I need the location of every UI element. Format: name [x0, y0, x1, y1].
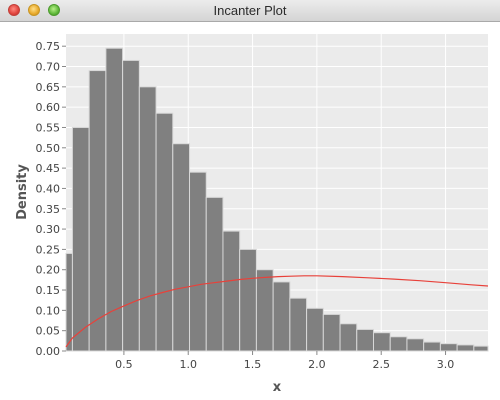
chart-area: 0.00 0.05 0.10 0.15 0.20 0.25 0.30 0.35 0.40 0.45… — [0, 22, 500, 400]
y-tick-label: 0.65 — [36, 81, 61, 94]
x-tick-label: 1.5 — [244, 358, 262, 371]
histogram-bar — [255, 269, 274, 352]
y-tick-label: 0.30 — [36, 223, 61, 236]
y-tick-label: 0.75 — [36, 40, 61, 53]
minimize-window-icon[interactable] — [28, 4, 40, 16]
maximize-window-icon[interactable] — [48, 4, 60, 16]
histogram-bar — [155, 112, 174, 352]
histogram-bar — [189, 171, 207, 352]
y-tick-label: 0.45 — [36, 162, 61, 175]
x-tick-label: 0.5 — [115, 358, 133, 371]
histogram-bar — [339, 323, 358, 352]
histogram-bar — [389, 336, 408, 352]
histogram-bar — [473, 345, 489, 352]
histogram-bar — [456, 344, 475, 352]
y-tick-label: 0.35 — [36, 203, 61, 216]
histogram-bar — [272, 281, 291, 352]
histogram-bar — [205, 196, 224, 352]
histogram-bar — [406, 338, 425, 352]
histogram-bar — [105, 47, 124, 352]
histogram-bar — [439, 343, 458, 352]
y-tick-label: 0.40 — [36, 182, 61, 195]
y-axis-label: Density — [15, 164, 30, 220]
histogram-bar — [88, 70, 107, 352]
x-tick-label: 2.5 — [372, 358, 390, 371]
histogram-bar — [138, 86, 157, 352]
histogram-bar — [322, 313, 341, 352]
histogram-bar — [289, 297, 308, 352]
y-tick-label: 0.00 — [36, 345, 61, 358]
histogram-bar — [222, 230, 241, 352]
histogram-bars — [65, 47, 489, 352]
histogram-bar — [71, 126, 90, 352]
histogram-bar — [122, 59, 140, 352]
y-tick-label: 0.20 — [36, 264, 61, 277]
histogram-bar — [172, 143, 191, 352]
y-tick-label: 0.70 — [36, 61, 61, 74]
x-tick-label: 2.0 — [308, 358, 326, 371]
x-tick-label: 1.0 — [179, 358, 197, 371]
x-tick-label: 3.0 — [437, 358, 455, 371]
y-tick-label: 0.15 — [36, 284, 61, 297]
y-tick-label: 0.60 — [36, 101, 61, 114]
density-histogram-chart: 0.00 0.05 0.10 0.15 0.20 0.25 0.30 0.35 0.40 0.45… — [15, 34, 489, 395]
histogram-bar — [239, 248, 257, 352]
y-tick-label: 0.10 — [36, 304, 61, 317]
window-titlebar[interactable]: Incanter Plot — [0, 0, 500, 22]
x-axis-label: x — [273, 380, 282, 395]
window-title: Incanter Plot — [213, 3, 287, 18]
y-tick-label: 0.25 — [36, 243, 61, 256]
histogram-bar — [356, 328, 374, 352]
histogram-bar — [372, 332, 391, 352]
y-tick-label: 0.05 — [36, 325, 61, 338]
y-tick-label: 0.55 — [36, 121, 61, 134]
density-curve-line — [65, 275, 489, 348]
close-window-icon[interactable] — [8, 4, 20, 16]
density-curve-layer — [65, 275, 489, 348]
histogram-bar — [423, 341, 441, 352]
y-tick-label: 0.50 — [36, 142, 61, 155]
histogram-bar — [306, 307, 324, 352]
axes: 0.00 0.05 0.10 0.15 0.20 0.25 0.30 0.35 0.40 0.45… — [36, 40, 455, 371]
histogram-bar — [65, 252, 73, 352]
